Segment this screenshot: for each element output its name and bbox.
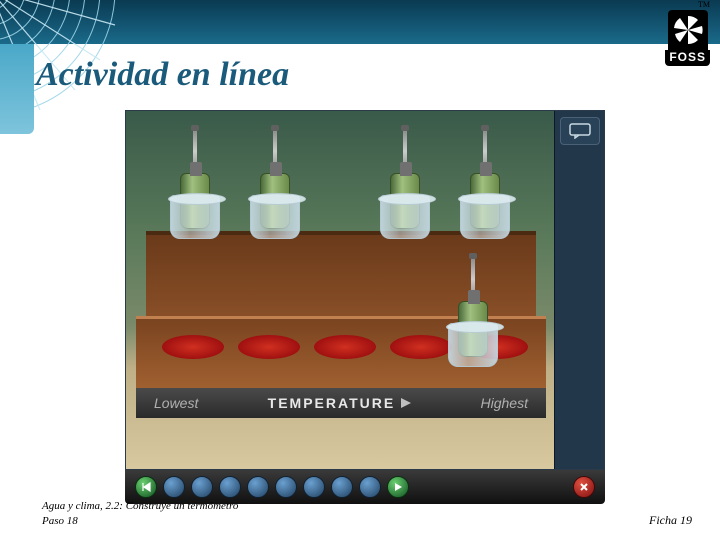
speech-bubble-icon <box>569 123 591 139</box>
logo-icon <box>668 10 708 50</box>
temp-low-label: Lowest <box>154 395 198 411</box>
step-dot[interactable] <box>275 476 297 498</box>
footer-left: Agua y clima, 2.2: Construye un termómet… <box>42 499 238 528</box>
step-dot[interactable] <box>331 476 353 498</box>
step-dot[interactable] <box>303 476 325 498</box>
side-stripe <box>0 44 34 134</box>
interactive-panel: Lowest TEMPERATURE Highest <box>125 110 605 470</box>
stage[interactable]: Lowest TEMPERATURE Highest <box>126 111 554 469</box>
page-title: Actividad en línea <box>36 56 289 94</box>
thermometer-placed[interactable] <box>444 257 502 367</box>
tm-label: TM <box>698 0 710 9</box>
logo: TM FOSS <box>665 0 710 66</box>
speech-bubble-button[interactable] <box>560 117 600 145</box>
step-dot[interactable] <box>247 476 269 498</box>
header-banner <box>0 0 720 44</box>
step-dot[interactable] <box>191 476 213 498</box>
thermometer[interactable] <box>456 129 514 239</box>
arrow-right-icon <box>401 398 411 408</box>
thermometer[interactable] <box>166 129 224 239</box>
footer-lesson: Agua y clima, 2.2: Construye un termómet… <box>42 499 238 513</box>
temperature-spot[interactable] <box>238 335 300 359</box>
temperature-spot[interactable] <box>314 335 376 359</box>
footer-right: Ficha 19 <box>649 513 692 528</box>
step-dot[interactable] <box>219 476 241 498</box>
temp-mid-label: TEMPERATURE <box>268 395 412 411</box>
rewind-button[interactable] <box>135 476 157 498</box>
temperature-spot[interactable] <box>162 335 224 359</box>
logo-text: FOSS <box>665 50 710 66</box>
temperature-scale: Lowest TEMPERATURE Highest <box>136 388 546 418</box>
thermometer[interactable] <box>376 129 434 239</box>
footer-step: Paso 18 <box>42 514 238 528</box>
close-button[interactable] <box>573 476 595 498</box>
step-dot[interactable] <box>163 476 185 498</box>
temperature-spot[interactable] <box>390 335 452 359</box>
play-button[interactable] <box>387 476 409 498</box>
step-dot[interactable] <box>359 476 381 498</box>
slide: TM FOSS Actividad en línea <box>0 0 720 540</box>
temp-high-label: Highest <box>481 395 528 411</box>
side-panel <box>554 111 604 469</box>
thermometer[interactable] <box>246 129 304 239</box>
